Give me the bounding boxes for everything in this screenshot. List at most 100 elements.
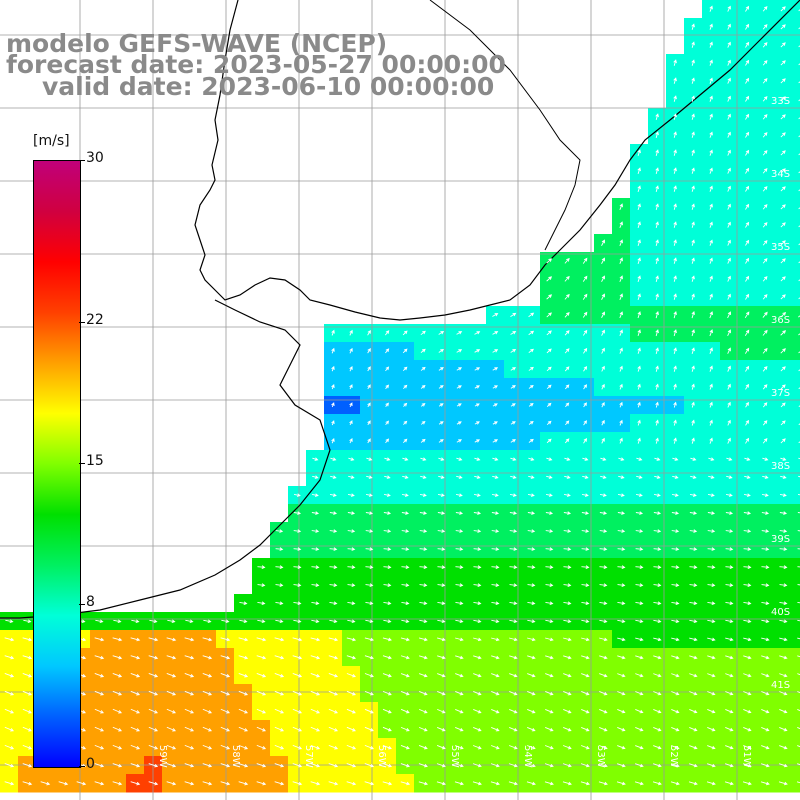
wind-arrow — [798, 153, 800, 156]
wind-arrow — [599, 655, 608, 660]
wind-arrow — [707, 745, 716, 750]
wind-arrow — [438, 421, 444, 425]
wind-arrow — [274, 690, 285, 696]
wind-arrow — [564, 293, 570, 300]
wind-arrow — [112, 744, 123, 750]
wind-arrow — [689, 691, 698, 696]
wind-arrow — [130, 673, 141, 678]
wind-arrow — [582, 329, 588, 336]
wind-arrow — [637, 239, 641, 247]
wind-arrow — [311, 493, 319, 497]
wind-arrow — [619, 401, 623, 408]
wind-arrow — [292, 655, 303, 660]
wind-arrow — [366, 457, 373, 461]
wind-arrow — [382, 708, 392, 714]
wind-arrow — [709, 293, 713, 300]
wind-arrow — [762, 5, 768, 12]
wind-arrow — [184, 655, 195, 660]
wind-arrow — [563, 619, 572, 624]
wind-arrow — [617, 619, 626, 624]
wind-arrow — [94, 708, 105, 714]
wind-arrow — [780, 204, 786, 210]
wind-cell — [792, 288, 800, 307]
wind-arrow — [691, 257, 695, 264]
wind-arrow — [437, 673, 446, 678]
wind-arrow — [346, 673, 356, 678]
wind-arrow — [238, 781, 249, 786]
wind-arrow — [293, 529, 302, 533]
wind-arrow — [673, 437, 677, 444]
wind-arrow — [385, 384, 390, 390]
wind-arrow — [402, 457, 409, 461]
model-title: modelo GEFS-WAVE (NCEP) — [6, 29, 388, 58]
wind-arrow — [798, 475, 800, 478]
wind-arrow — [635, 547, 644, 551]
wind-arrow — [581, 655, 590, 660]
wind-arrow — [510, 330, 517, 335]
wind-arrow — [455, 511, 464, 515]
wind-arrow — [509, 511, 518, 515]
wind-arrow — [762, 41, 768, 48]
wind-arrow — [130, 726, 141, 732]
wind-arrow — [601, 437, 605, 444]
wind-arrow — [4, 744, 15, 750]
wind-arrow — [256, 673, 267, 678]
wind-arrow — [797, 619, 800, 622]
wind-arrow — [256, 637, 267, 642]
wind-arrow — [653, 637, 662, 642]
wind-arrow — [743, 529, 752, 533]
wind-arrow — [780, 348, 786, 354]
wind-arrow — [581, 637, 590, 642]
wind-arrow — [509, 583, 518, 587]
wind-arrow — [616, 763, 626, 768]
wind-arrow — [22, 690, 33, 696]
wind-arrow — [619, 347, 623, 354]
wind-arrow — [564, 475, 571, 479]
wind-arrow — [709, 149, 713, 156]
wind-arrow — [673, 203, 677, 210]
wind-arrow — [166, 781, 177, 786]
wind-arrow — [725, 691, 734, 696]
wind-arrow — [583, 347, 588, 354]
wind-arrow — [636, 457, 643, 461]
wind-arrow — [727, 347, 731, 354]
wind-arrow — [508, 763, 518, 768]
wind-arrow — [762, 402, 768, 408]
wind-arrow — [599, 619, 608, 624]
wind-arrow — [637, 293, 641, 301]
wind-arrow — [456, 439, 462, 443]
coastline — [194, 0, 800, 321]
wind-arrow — [637, 275, 641, 283]
wind-arrow — [727, 185, 731, 192]
wind-arrow — [617, 547, 626, 551]
wind-arrow — [673, 257, 677, 264]
wind-arrow — [419, 601, 428, 605]
wind-arrow — [691, 365, 695, 372]
wind-arrow — [454, 745, 464, 750]
wind-arrow — [202, 655, 213, 660]
forecast-date: forecast date: 2023-05-27 00:00:00 — [6, 50, 506, 79]
wind-arrow — [509, 655, 518, 660]
wind-arrow — [349, 384, 353, 390]
wind-arrow — [330, 475, 337, 479]
wind-arrow — [671, 565, 680, 569]
wind-arrow — [420, 438, 426, 443]
wind-arrow — [256, 708, 267, 714]
wind-arrow — [601, 383, 605, 390]
wind-arrow — [184, 744, 195, 750]
wind-arrow — [762, 457, 769, 461]
wind-arrow — [691, 329, 695, 337]
wind-arrow — [743, 745, 752, 750]
wind-arrow — [563, 511, 572, 515]
wind-arrow — [727, 59, 731, 66]
wind-arrow — [310, 708, 321, 714]
wind-arrow — [275, 529, 284, 533]
wind-arrow — [438, 403, 444, 407]
wind-arrow — [762, 95, 768, 102]
wind-arrow — [438, 475, 445, 479]
wind-arrow — [418, 745, 428, 750]
wind-arrow — [779, 529, 788, 533]
wind-arrow — [238, 744, 249, 750]
wind-arrow — [385, 420, 390, 426]
wind-arrow — [456, 421, 462, 425]
